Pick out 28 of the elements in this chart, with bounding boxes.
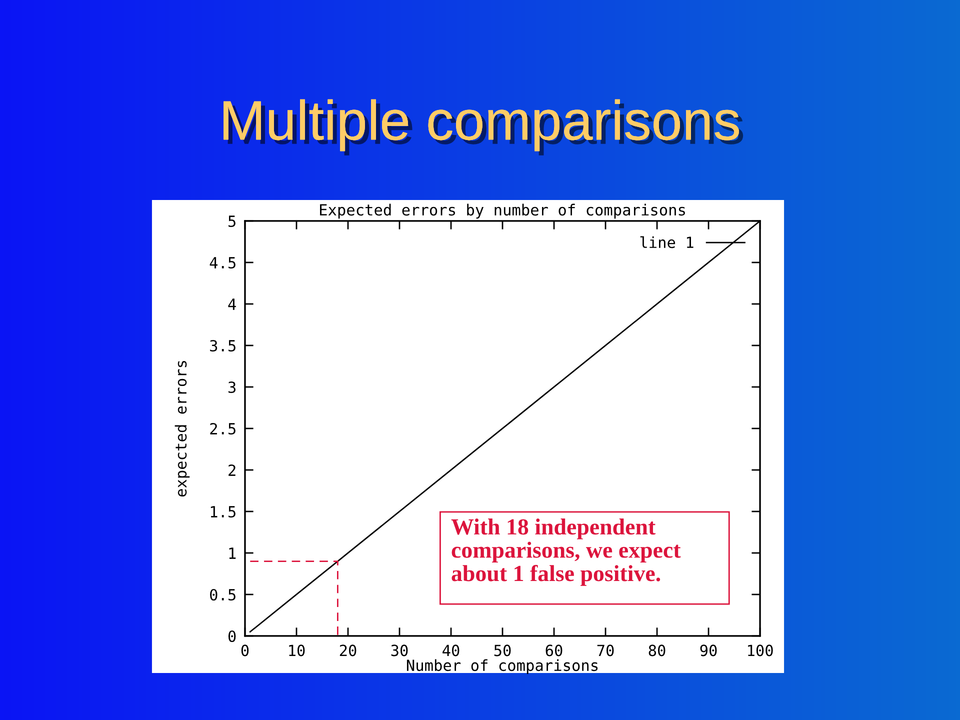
y-axis-title: expected errors [174, 361, 190, 497]
x-tick-label: 30 [391, 644, 408, 656]
y-tick-label: 4.5 [210, 257, 236, 269]
y-tick-label: 2.5 [210, 422, 236, 435]
annotation: With 18 independent comparisons, we expect about 1 false positive. [451, 518, 681, 586]
x-tick-label: 100 [748, 644, 773, 656]
y-tick-label: 0 [228, 630, 236, 642]
y-tick-label: 1.5 [210, 506, 236, 518]
x-tick-label: 70 [597, 644, 614, 656]
x-tick-label: 20 [340, 644, 356, 656]
chart-title: Multiple comparisons [224, 99, 744, 156]
chart-subtitle: Expected errors by number of comparisons [320, 204, 685, 219]
y-tick-label: 5 [228, 216, 236, 228]
y-tick-label: 3.5 [210, 340, 236, 352]
y-tick-label: 1 [229, 548, 236, 559]
x-tick-label: 0 [241, 644, 249, 656]
x-tick-label: 90 [700, 644, 717, 656]
y-tick-label: 0.5 [210, 588, 236, 601]
y-tick-label: 2 [228, 464, 236, 476]
x-axis-title: Number of comparisons [406, 659, 598, 674]
x-tick-label: 60 [546, 644, 562, 656]
y-tick-label: 4 [228, 298, 236, 310]
x-tick-label: 80 [648, 644, 666, 656]
legend-label: line 1 [640, 236, 694, 248]
x-tick-label: 40 [442, 644, 460, 656]
x-tick-label: 50 [494, 644, 511, 656]
y-tick-label: 3 [228, 381, 236, 394]
x-tick-label: 10 [289, 644, 305, 656]
